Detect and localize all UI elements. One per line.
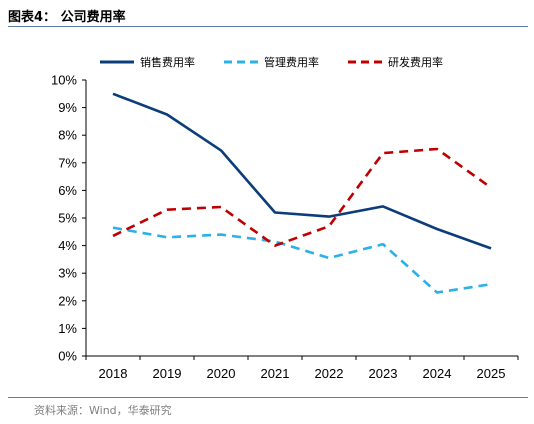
x-tick-label: 2018 (99, 366, 128, 381)
x-tick-label: 2023 (369, 366, 398, 381)
y-tick-label: 3% (58, 266, 77, 281)
x-tick-label: 2024 (423, 366, 452, 381)
y-tick-label: 10% (51, 73, 77, 88)
x-tick-label: 2019 (153, 366, 182, 381)
x-tick-label: 2025 (477, 366, 506, 381)
series-line-2 (112, 226, 492, 294)
y-tick-label: 2% (58, 293, 77, 308)
x-axis: 2018 2019 2020 2021 2022 2023 2024 2025 (85, 355, 519, 381)
legend-label-2: 管理费用率 (264, 55, 319, 69)
series-lines (112, 92, 492, 294)
x-tick-label: 2022 (315, 366, 344, 381)
x-tick-label: 2021 (261, 366, 290, 381)
series-line-3 (112, 147, 492, 247)
x-tick-label: 2020 (207, 366, 236, 381)
y-tick-label: 5% (58, 211, 77, 226)
source-note: 资料来源：Wind，华泰研究 (34, 404, 172, 417)
legend: 销售费用率 管理费用率 研发费用率 (100, 55, 443, 69)
series-line-1 (112, 92, 492, 250)
y-tick-label: 4% (58, 238, 77, 253)
y-tick-label: 0% (58, 349, 77, 364)
y-axis: 0% 1% 2% 3% 4% 5% 6% 7% 8% 9% 10% (51, 73, 87, 364)
y-tick-label: 8% (58, 128, 77, 143)
legend-label-3: 研发费用率 (388, 55, 443, 69)
chart-title: 图表4： 公司费用率 (8, 10, 126, 25)
title-divider (8, 26, 528, 27)
y-tick-label: 7% (58, 155, 77, 170)
y-tick-label: 9% (58, 100, 77, 115)
y-tick-label: 6% (58, 183, 77, 198)
source-divider (8, 397, 528, 398)
legend-label-1: 销售费用率 (140, 55, 195, 69)
y-tick-label: 1% (58, 321, 77, 336)
